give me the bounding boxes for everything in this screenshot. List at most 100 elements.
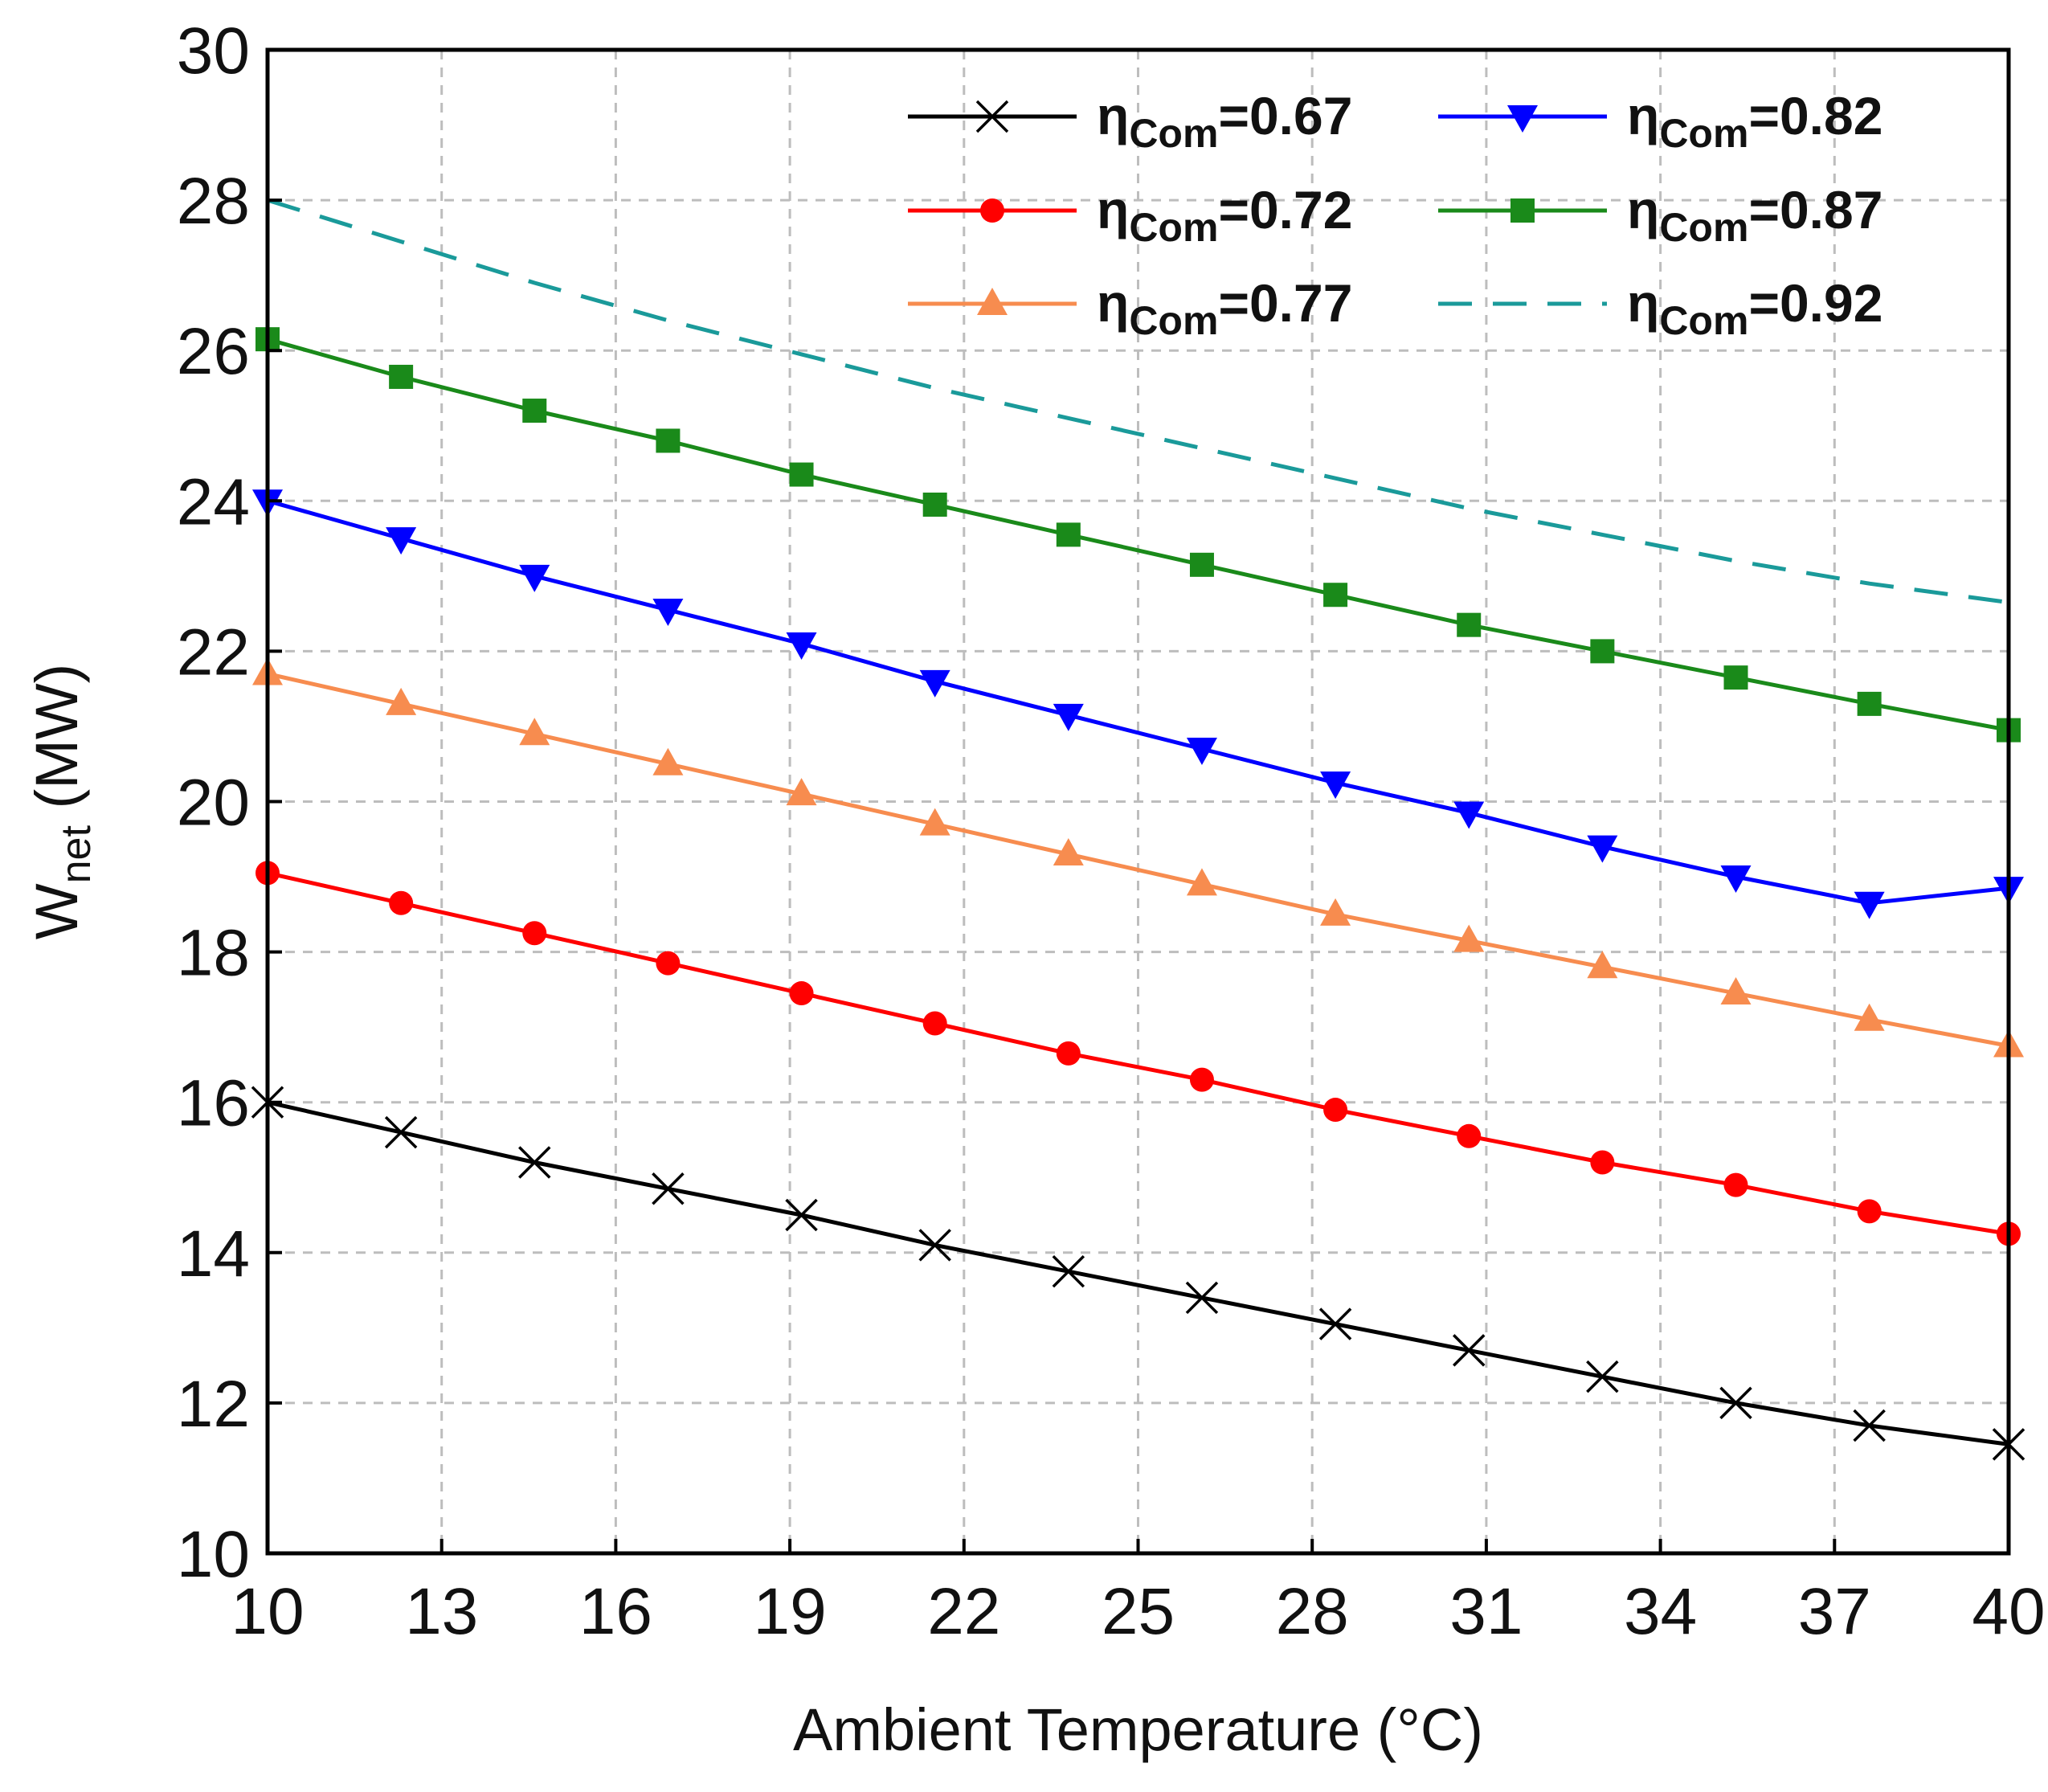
- data-point: [1186, 868, 1217, 896]
- series-line: [267, 1100, 2009, 1446]
- data-point: [1587, 835, 1618, 863]
- data-point: [652, 1172, 685, 1205]
- data-point: [1323, 583, 1348, 608]
- legend-label: ηCom=0.72: [1097, 180, 1352, 250]
- data-point: [522, 921, 547, 946]
- legend-marker: [1507, 105, 1538, 133]
- data-point: [1186, 738, 1217, 766]
- series-3: [252, 489, 2024, 919]
- data-point: [789, 981, 814, 1006]
- x-tick-label: 19: [753, 1575, 826, 1648]
- data-point: [918, 1229, 951, 1262]
- legend-label: ηCom=0.67: [1097, 86, 1352, 156]
- legend-entry: ηCom=0.87: [1438, 180, 1882, 250]
- data-point: [389, 364, 414, 389]
- data-point: [1318, 1307, 1352, 1340]
- legend-symbol: η: [1097, 273, 1129, 333]
- series-4: [255, 327, 2021, 743]
- legend-subscript: Com: [1659, 298, 1748, 343]
- data-point: [656, 428, 681, 453]
- y-tick-label: 20: [177, 767, 250, 840]
- x-tick-label: 25: [1102, 1575, 1175, 1648]
- data-point: [1053, 837, 1084, 865]
- data-point: [786, 632, 817, 661]
- data-point: [919, 669, 950, 698]
- y-tick-label: 30: [177, 14, 250, 88]
- legend-entry: ηCom=0.67: [908, 86, 1352, 156]
- y-axis-title: Wnet (MW): [23, 664, 100, 940]
- legend-value: =0.87: [1748, 180, 1882, 239]
- series-line: [267, 498, 2009, 906]
- data-point: [786, 778, 817, 806]
- legend-marker: [977, 288, 1008, 315]
- legend-value: =0.67: [1218, 86, 1352, 145]
- data-point: [922, 1011, 947, 1036]
- y-tick-label: 12: [177, 1368, 250, 1441]
- x-tick-label: 34: [1624, 1575, 1697, 1648]
- x-axis-title: Ambient Temperature (°C): [793, 1696, 1483, 1763]
- legend-entry: ηCom=0.82: [1438, 86, 1882, 156]
- data-point: [1723, 665, 1748, 690]
- legend-label: ηCom=0.82: [1627, 86, 1882, 156]
- data-point: [1587, 951, 1618, 979]
- legend-value: =0.77: [1218, 273, 1352, 333]
- x-tick-label: 13: [405, 1575, 478, 1648]
- data-point: [1723, 1172, 1748, 1197]
- data-point: [785, 1198, 818, 1232]
- data-point: [386, 687, 417, 715]
- legend-symbol: η: [1627, 273, 1659, 333]
- legend-marker: [1510, 198, 1535, 223]
- legend-entry: ηCom=0.72: [908, 180, 1352, 250]
- data-point: [518, 1146, 551, 1179]
- data-point: [1452, 1334, 1486, 1367]
- data-point: [1320, 898, 1351, 926]
- x-tick-label: 40: [1972, 1575, 2045, 1648]
- data-point: [1052, 1254, 1085, 1288]
- x-tick-label: 28: [1276, 1575, 1349, 1648]
- legend-subscript: Com: [1659, 111, 1748, 156]
- x-tick-label: 16: [579, 1575, 652, 1648]
- y-tick-label: 24: [177, 465, 250, 538]
- data-point: [1857, 1199, 1882, 1224]
- data-point: [1854, 891, 1885, 919]
- data-point: [922, 492, 947, 517]
- legend-label: ηCom=0.92: [1627, 273, 1882, 343]
- data-point: [1590, 639, 1615, 664]
- data-point: [1720, 977, 1752, 1005]
- legend-entry: ηCom=0.77: [908, 273, 1352, 343]
- data-point: [652, 598, 684, 626]
- data-point: [652, 747, 684, 775]
- data-point: [1590, 1150, 1615, 1175]
- x-tick-label: 22: [927, 1575, 1000, 1648]
- data-point: [1586, 1360, 1619, 1393]
- y-tick-label: 28: [177, 165, 250, 238]
- data-point: [1453, 801, 1485, 829]
- y-axis-title-subscript: net: [53, 825, 100, 884]
- series-line: [267, 337, 2009, 733]
- legend-marker: [980, 198, 1004, 223]
- legend-label: ηCom=0.77: [1097, 273, 1352, 343]
- data-point: [1189, 1067, 1214, 1092]
- legend-subscript: Com: [1129, 298, 1218, 343]
- data-point: [789, 462, 814, 487]
- data-point: [1056, 522, 1081, 547]
- data-point: [1854, 1003, 1885, 1031]
- data-point: [1719, 1386, 1752, 1420]
- legend-value: =0.82: [1748, 86, 1882, 145]
- data-point: [1457, 1123, 1482, 1148]
- data-point: [1323, 1098, 1348, 1123]
- legend-label: ηCom=0.87: [1627, 180, 1882, 250]
- x-tick-label: 37: [1798, 1575, 1871, 1648]
- y-tick-label: 10: [177, 1518, 250, 1591]
- series-line: [267, 672, 2009, 1048]
- data-point: [386, 527, 417, 555]
- series-line: [267, 198, 2009, 605]
- data-point: [1453, 924, 1485, 952]
- y-tick-label: 16: [177, 1067, 250, 1140]
- legend-subscript: Com: [1129, 205, 1218, 250]
- legend-subscript: Com: [1659, 205, 1748, 250]
- legend-symbol: η: [1097, 86, 1129, 145]
